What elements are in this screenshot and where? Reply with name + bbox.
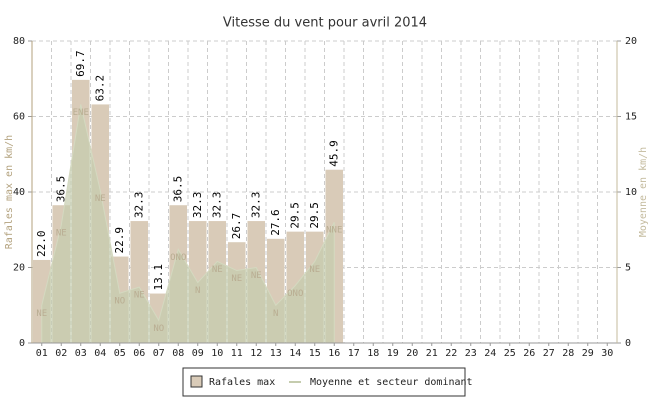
x-tick-label: 13 <box>270 348 282 359</box>
legend-label: Rafales max <box>209 377 275 388</box>
x-tick-label: 14 <box>289 348 301 359</box>
y2-tick-label: 0 <box>625 338 631 349</box>
x-tick-label: 05 <box>114 348 126 359</box>
x-tick-label: 29 <box>582 348 594 359</box>
y-tick-label: 60 <box>13 112 25 123</box>
x-tick-label: 01 <box>36 348 48 359</box>
y-tick-label: 0 <box>19 338 25 349</box>
legend-swatch <box>190 375 203 388</box>
direction-label: N <box>195 286 200 296</box>
direction-label: NO <box>153 324 164 334</box>
x-tick-label: 15 <box>309 348 321 359</box>
direction-label: ENE <box>73 108 89 118</box>
x-tick-label: 04 <box>94 348 106 359</box>
y2-tick-label: 15 <box>625 112 637 123</box>
x-tick-label: 24 <box>484 348 496 359</box>
x-tick-label: 27 <box>543 348 555 359</box>
x-tick-label: 19 <box>387 348 399 359</box>
value-label: 29.5 <box>288 202 301 229</box>
x-tick-label: 26 <box>523 348 535 359</box>
direction-label: NNE <box>326 226 342 236</box>
x-tick-label: 16 <box>328 348 340 359</box>
direction-label: NE <box>36 309 47 319</box>
x-tick-label: 22 <box>445 348 457 359</box>
x-tick-label: 25 <box>504 348 516 359</box>
y-tick-label: 80 <box>13 36 25 47</box>
value-label: 32.3 <box>210 192 223 219</box>
x-tick-label: 12 <box>250 348 262 359</box>
y2-tick-label: 5 <box>625 263 631 274</box>
x-tick-label: 21 <box>426 348 438 359</box>
direction-label: NE <box>309 265 320 275</box>
x-tick-label: 23 <box>465 348 477 359</box>
direction-label: NE <box>134 291 145 301</box>
x-tick-label: 08 <box>172 348 184 359</box>
area <box>41 104 335 344</box>
value-label: 22.0 <box>35 230 48 257</box>
y-tick-label: 40 <box>13 187 25 198</box>
y-axis-label: Rafales max en km/h <box>4 135 15 249</box>
value-label: 32.3 <box>249 192 262 219</box>
x-tick-label: 28 <box>562 348 574 359</box>
x-tick-label: 06 <box>133 348 145 359</box>
y2-tick-label: 20 <box>625 36 637 47</box>
x-tick-label: 20 <box>406 348 418 359</box>
x-tick-label: 09 <box>192 348 204 359</box>
value-label: 63.2 <box>93 75 106 102</box>
legend-box <box>182 367 466 397</box>
x-tick-label: 30 <box>601 348 613 359</box>
value-label: 45.9 <box>327 140 340 167</box>
direction-label: NE <box>56 229 67 239</box>
value-label: 32.3 <box>132 192 145 219</box>
y2-axis-label: Moyenne en km/h <box>638 147 649 237</box>
value-label: 27.6 <box>269 209 282 236</box>
value-label: 36.5 <box>54 176 67 203</box>
value-label: 32.3 <box>191 192 204 219</box>
chart-title: Vitesse du vent pour avril 2014 <box>223 16 427 31</box>
value-label: 29.5 <box>308 202 321 229</box>
direction-label: NE <box>95 194 106 204</box>
value-label: 22.9 <box>113 227 126 254</box>
direction-label: NE <box>251 271 262 281</box>
direction-label: NO <box>114 297 125 307</box>
x-tick-label: 11 <box>231 348 243 359</box>
value-label: 13.1 <box>152 264 165 291</box>
x-tick-label: 10 <box>211 348 223 359</box>
direction-label: NE <box>231 274 242 284</box>
direction-label: NE <box>212 265 223 275</box>
y2-tick-label: 10 <box>625 187 637 198</box>
y-tick-label: 20 <box>13 263 25 274</box>
value-label: 69.7 <box>74 50 87 77</box>
x-tick-label: 02 <box>55 348 67 359</box>
x-tick-label: 18 <box>367 348 379 359</box>
x-tick-label: 17 <box>348 348 360 359</box>
direction-label: ONO <box>170 253 186 263</box>
legend-label: Moyenne et secteur dominant <box>310 377 473 388</box>
x-tick-label: 07 <box>153 348 165 359</box>
x-tick-label: 03 <box>75 348 87 359</box>
value-label: 36.5 <box>171 176 184 203</box>
direction-label: ONO <box>287 289 303 299</box>
value-label: 26.7 <box>230 213 243 240</box>
direction-label: N <box>273 309 278 319</box>
